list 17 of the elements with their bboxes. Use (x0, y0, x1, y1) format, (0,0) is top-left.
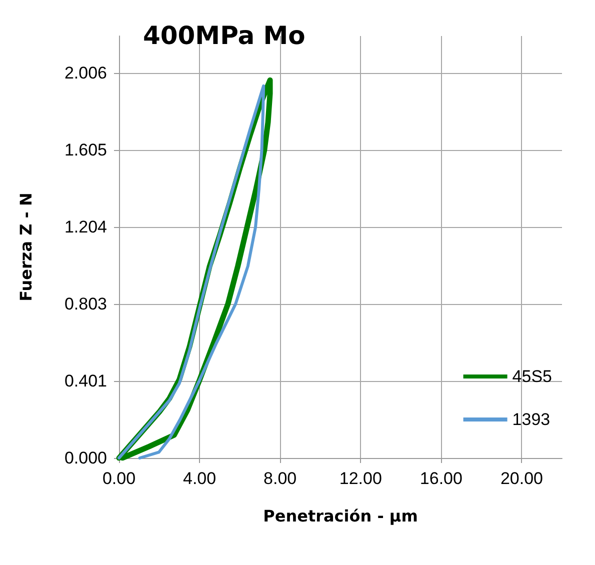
y-tick-label: 0.000 (64, 448, 107, 468)
y-axis-title: Fuerza Z - N (16, 192, 36, 302)
x-axis-title: Penetración - µm (263, 506, 418, 526)
x-tick-label: 4.00 (183, 469, 216, 488)
x-tick-label: 12.00 (339, 469, 382, 488)
y-tick-label: 1.605 (64, 140, 107, 160)
y-tick-label: 0.803 (64, 294, 107, 314)
y-tick-label: 0.401 (64, 372, 107, 391)
x-tick-label: 8.00 (264, 469, 297, 488)
x-tick-label: 0.00 (102, 469, 136, 488)
legend-label: 45S5 (512, 367, 552, 386)
legend-label: 1393 (512, 410, 550, 429)
y-tick-label: 2.006 (64, 64, 107, 83)
x-tick-label: 20.00 (500, 469, 543, 488)
chart-title: 400MPa Mo (143, 21, 306, 50)
y-tick-label: 1.204 (64, 218, 107, 237)
x-tick-label: 16.00 (420, 469, 462, 488)
